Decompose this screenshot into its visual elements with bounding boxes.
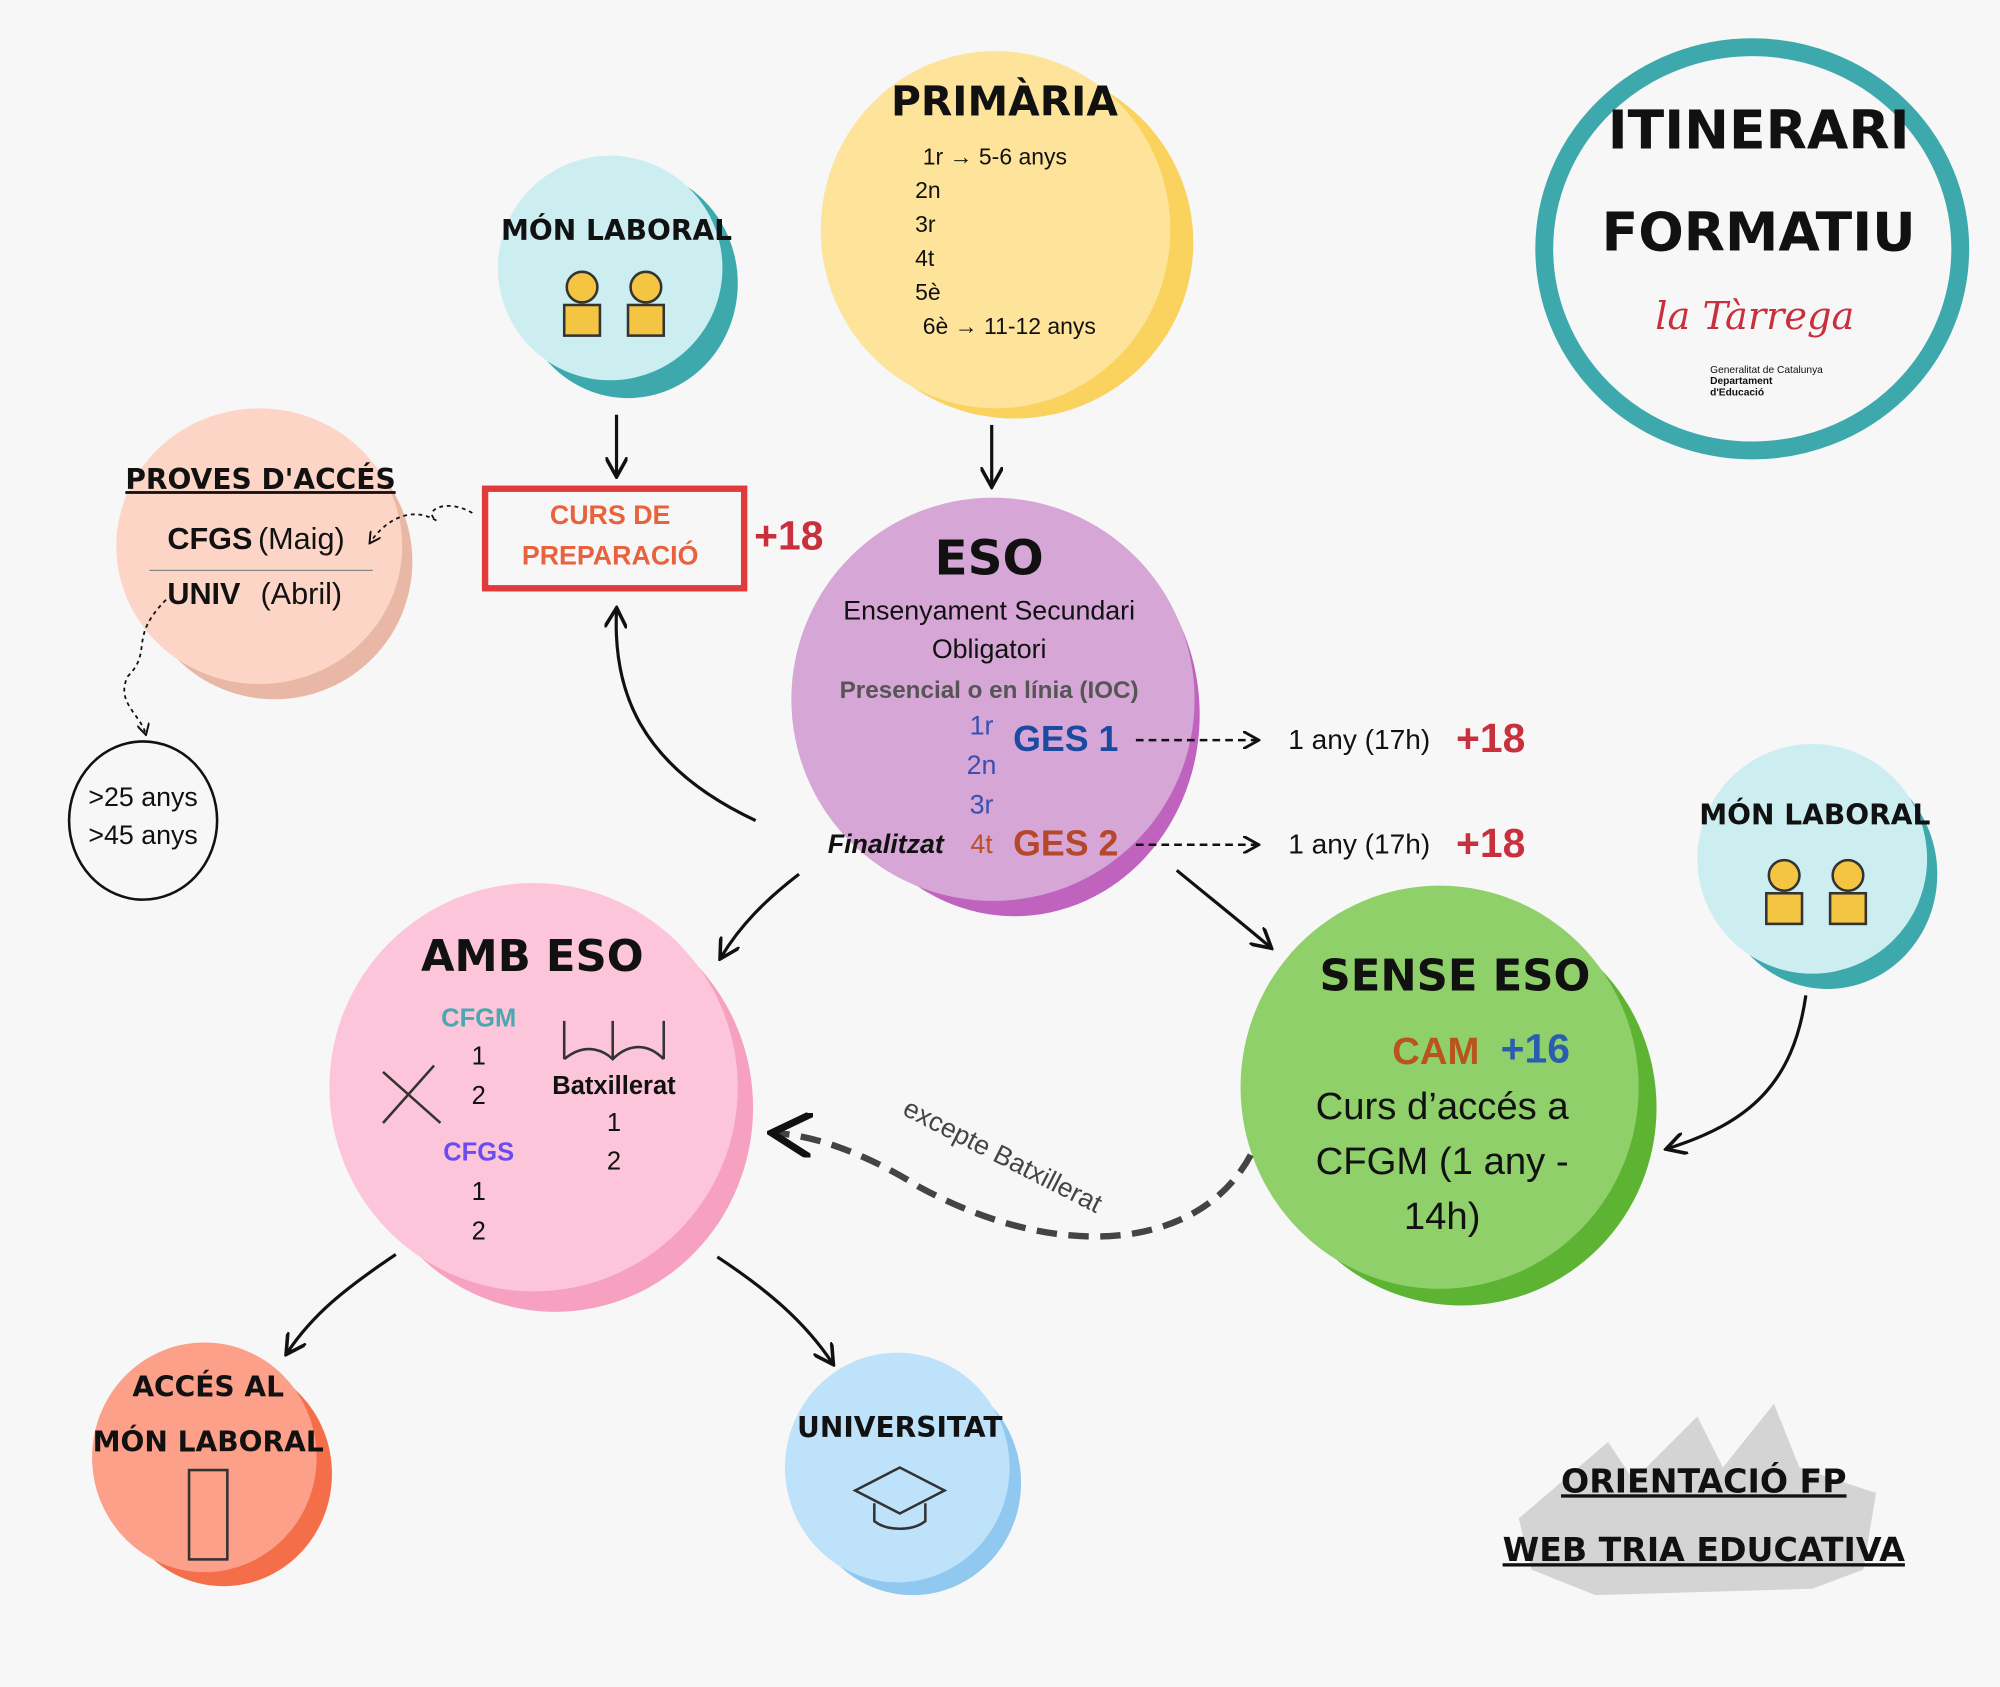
grade-line: 3r bbox=[915, 211, 936, 237]
exam-label: UNIV bbox=[167, 577, 241, 611]
curs-box bbox=[481, 485, 748, 592]
title-line: ITINERARI bbox=[1608, 99, 1910, 162]
grade-line: 4t bbox=[915, 245, 935, 271]
age-badge: +16 bbox=[1501, 1025, 1570, 1071]
texts: ITINERARI FORMATIU la Tàrrega Generalitat d… bbox=[88, 78, 1930, 1570]
year: 1 bbox=[607, 1109, 621, 1137]
arrow bbox=[370, 505, 473, 542]
scissors-icon bbox=[382, 1064, 442, 1124]
logo-line: d'Educació bbox=[1710, 388, 1764, 399]
node-title: MÓN LABORAL bbox=[1699, 798, 1930, 832]
node-title: SENSE ESO bbox=[1319, 951, 1590, 1001]
arrow bbox=[123, 599, 167, 734]
blob bbox=[116, 408, 403, 684]
blob bbox=[497, 155, 723, 381]
age-line: >25 anys bbox=[88, 782, 197, 812]
ges-duration: 1 any (17h) bbox=[1288, 828, 1430, 859]
exam-month: (Maig) bbox=[258, 522, 345, 556]
ges-label: GES 1 bbox=[1013, 719, 1118, 759]
exam-label: CFGS bbox=[167, 522, 252, 556]
age-ring bbox=[67, 740, 219, 901]
graduation-icon bbox=[852, 1466, 948, 1531]
eso-line: Ensenyament Secundari bbox=[843, 596, 1135, 626]
study-label: Batxillerat bbox=[552, 1072, 676, 1100]
grade: 4t bbox=[970, 829, 993, 859]
footer-line: ORIENTACIÓ FP bbox=[1561, 1460, 1847, 1500]
grade: 1r bbox=[970, 710, 994, 740]
logo-line: Departament bbox=[1710, 376, 1773, 387]
footer-line: WEB TRIA EDUCATIVA bbox=[1503, 1530, 1906, 1569]
arrow bbox=[1668, 995, 1808, 1148]
cam-line: 14h) bbox=[1404, 1195, 1481, 1238]
exam-month: (Abril) bbox=[261, 577, 343, 611]
blob bbox=[1697, 743, 1928, 974]
node-title: PROVES D'ACCÉS bbox=[125, 462, 395, 496]
arrows bbox=[123, 414, 1808, 1363]
ges-label: GES 2 bbox=[1013, 823, 1118, 863]
title-ring bbox=[1535, 38, 1970, 460]
age-badge: +18 bbox=[1456, 715, 1525, 761]
finished-label: Finalitzat bbox=[828, 829, 945, 859]
node-title: UNIVERSITAT bbox=[797, 1411, 1003, 1444]
workers-icon bbox=[1765, 858, 1868, 926]
logo-name: la Tàrrega bbox=[1655, 294, 1854, 339]
age-badge: +18 bbox=[1456, 820, 1525, 866]
curs-line: PREPARACIÓ bbox=[522, 540, 699, 571]
logo-line: Generalitat de Catalunya bbox=[1710, 365, 1823, 376]
year: 2 bbox=[607, 1147, 621, 1175]
eso-line: Obligatori bbox=[932, 634, 1047, 664]
cam-label: CAM bbox=[1392, 1030, 1479, 1073]
cam-line: Curs d’accés a bbox=[1316, 1085, 1570, 1128]
ges-duration: 1 any (17h) bbox=[1288, 724, 1430, 755]
year: 2 bbox=[472, 1082, 486, 1110]
year: 1 bbox=[472, 1178, 486, 1206]
blob bbox=[92, 1342, 317, 1573]
arrow bbox=[721, 872, 800, 957]
arrow bbox=[1175, 869, 1270, 947]
age-badge: +18 bbox=[754, 512, 823, 558]
blob bbox=[1240, 885, 1639, 1289]
door-icon bbox=[187, 1468, 229, 1561]
blobs bbox=[67, 38, 1970, 1596]
study-label: CFGS bbox=[443, 1138, 514, 1166]
node-title: ACCÉS AL bbox=[132, 1369, 284, 1403]
node-title: AMB ESO bbox=[421, 932, 644, 982]
icons bbox=[187, 270, 1868, 1561]
grade: 2n bbox=[967, 750, 997, 780]
year: 2 bbox=[472, 1217, 486, 1245]
arrow bbox=[287, 1253, 397, 1352]
workers-icon bbox=[562, 270, 666, 337]
curs-line: CURS DE bbox=[550, 500, 671, 530]
arrow bbox=[616, 610, 757, 822]
blob bbox=[820, 51, 1171, 409]
blob bbox=[329, 883, 738, 1292]
grade-line: 1r → 5-6 anys bbox=[923, 143, 1067, 169]
node-title: ESO bbox=[935, 530, 1044, 586]
node-title: MÓN LABORAL bbox=[501, 213, 732, 247]
age-line: >45 anys bbox=[88, 820, 197, 850]
arrow bbox=[776, 1133, 1254, 1240]
eso-mode: Presencial o en línia (IOC) bbox=[840, 677, 1139, 704]
grade-line: 2n bbox=[915, 177, 941, 203]
node-title: MÓN LABORAL bbox=[93, 1424, 324, 1458]
scribble bbox=[1518, 1403, 1877, 1596]
cam-line: CFGM (1 any - bbox=[1316, 1140, 1569, 1183]
node-title: PRIMÀRIA bbox=[891, 78, 1118, 126]
study-label: CFGM bbox=[441, 1004, 516, 1032]
grade-line: 5è bbox=[915, 279, 941, 305]
grade-line: 6è → 11-12 anys bbox=[923, 313, 1096, 339]
book-icon bbox=[562, 1020, 666, 1061]
title-line: FORMATIU bbox=[1602, 201, 1916, 264]
blob bbox=[791, 497, 1195, 901]
year: 1 bbox=[472, 1043, 486, 1071]
arrow bbox=[716, 1255, 832, 1363]
grade: 3r bbox=[970, 790, 994, 820]
